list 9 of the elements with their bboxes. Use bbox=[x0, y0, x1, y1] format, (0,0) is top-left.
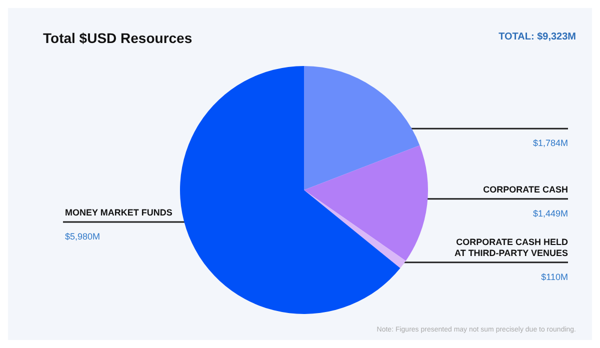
data-label: $1,449M bbox=[532, 208, 568, 218]
data-label: $110M bbox=[541, 272, 568, 282]
chart-title: Total $USD Resources bbox=[43, 30, 192, 46]
slice-label: CORPORATE CASH HELD AT THIRD-PARTY VENUES bbox=[454, 236, 568, 258]
slice-label: CORPORATE CASH bbox=[483, 184, 568, 194]
data-label: $1,784M bbox=[532, 138, 568, 148]
text: TOTAL: $9,323M bbox=[498, 32, 576, 42]
data-label: $5,980M bbox=[65, 231, 100, 242]
slice-label: MONEY MARKET FUNDS bbox=[65, 207, 172, 218]
